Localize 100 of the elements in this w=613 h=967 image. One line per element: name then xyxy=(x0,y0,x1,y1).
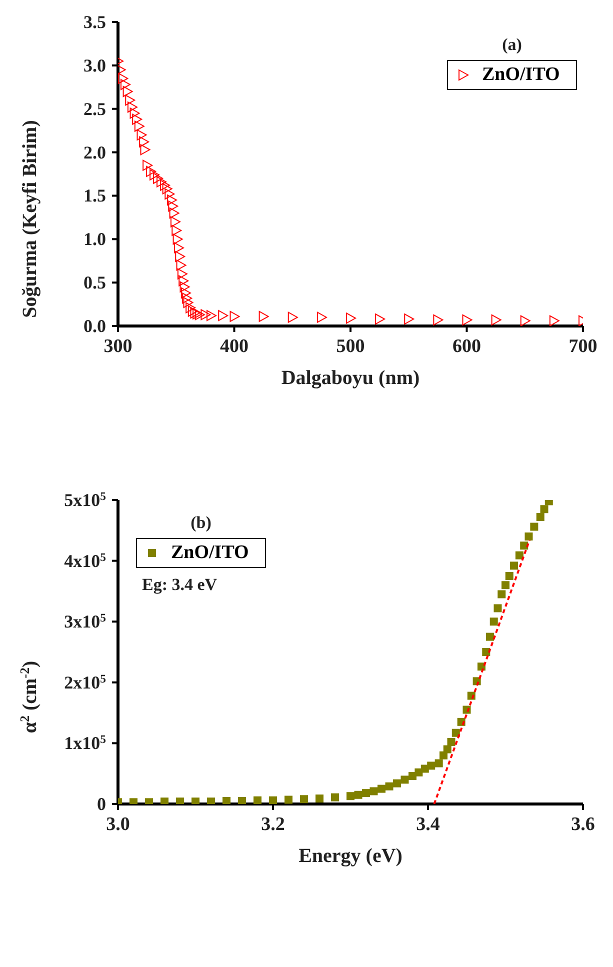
point xyxy=(180,281,190,292)
y-tick-label: 3.0 xyxy=(84,55,106,76)
point xyxy=(414,768,423,776)
y-tick-label: 3.5 xyxy=(84,12,106,32)
point xyxy=(182,292,192,304)
point xyxy=(162,183,172,194)
point xyxy=(125,94,136,106)
point xyxy=(254,796,262,804)
point xyxy=(172,224,182,236)
y-tick-label: 1x10$^{5}$ xyxy=(64,732,106,754)
point xyxy=(447,738,456,746)
point xyxy=(490,618,498,626)
point xyxy=(118,72,128,84)
point xyxy=(178,275,189,286)
point xyxy=(269,796,277,804)
point xyxy=(486,632,494,641)
point xyxy=(238,796,246,804)
point xyxy=(156,176,167,188)
point xyxy=(177,268,188,280)
point xyxy=(160,180,170,191)
point xyxy=(186,302,196,314)
annotation: Eg: 3.4 eV xyxy=(142,575,218,594)
point xyxy=(190,307,200,318)
point xyxy=(230,310,240,322)
point xyxy=(200,309,211,320)
point xyxy=(130,108,140,119)
point xyxy=(188,306,198,317)
point xyxy=(170,216,180,228)
point xyxy=(530,522,538,531)
point xyxy=(160,798,168,804)
y-axis-title: Soğurma (Keyfi Birim) xyxy=(19,120,41,318)
y-tick-label: 2.0 xyxy=(84,142,106,162)
point xyxy=(393,779,401,788)
point xyxy=(218,310,228,322)
legend-label: ZnO/ITO xyxy=(171,542,249,564)
point xyxy=(222,796,230,804)
y-tick-label: 2.5 xyxy=(84,98,106,119)
point xyxy=(331,793,339,802)
point xyxy=(174,242,184,254)
x-tick-label: 600 xyxy=(452,336,481,357)
point xyxy=(176,798,184,804)
y-tick-label: 0.0 xyxy=(84,316,106,336)
point xyxy=(433,314,444,326)
point xyxy=(520,542,528,550)
point xyxy=(258,310,269,322)
point xyxy=(502,581,510,590)
point xyxy=(134,120,144,132)
legend-label: ZnO/ITO xyxy=(482,64,560,86)
point xyxy=(176,260,186,271)
annotation: (b) xyxy=(190,513,212,532)
y-tick-label: 3x10$^{5}$ xyxy=(64,611,106,632)
point xyxy=(164,188,175,200)
point xyxy=(300,795,308,804)
point xyxy=(505,572,514,580)
point xyxy=(150,169,160,180)
point xyxy=(498,590,506,598)
point xyxy=(346,312,356,324)
point xyxy=(524,532,533,540)
point xyxy=(142,160,153,171)
y-tick-label: 0.5 xyxy=(84,272,106,293)
point xyxy=(136,129,147,140)
point xyxy=(139,136,150,148)
point xyxy=(153,172,164,184)
point xyxy=(316,312,327,323)
x-tick-label: 3.4 xyxy=(416,814,440,835)
point xyxy=(346,792,354,800)
point xyxy=(180,287,191,298)
point xyxy=(169,208,180,219)
point xyxy=(400,776,409,784)
point xyxy=(536,513,544,522)
x-tick-label: 500 xyxy=(336,336,365,357)
x-axis-title: Energy (eV) xyxy=(298,845,402,867)
point xyxy=(491,314,502,326)
point xyxy=(510,562,518,570)
point xyxy=(375,314,386,325)
x-tick-label: 3.0 xyxy=(106,814,130,835)
point xyxy=(520,315,530,326)
y-tick-label: 0 xyxy=(97,794,106,814)
point xyxy=(168,200,178,212)
point xyxy=(515,551,524,560)
point xyxy=(549,315,560,326)
point xyxy=(175,251,186,262)
point xyxy=(316,794,324,803)
x-tick-label: 300 xyxy=(104,336,132,357)
point xyxy=(462,314,472,326)
point xyxy=(540,505,548,514)
y-tick-label: 5x10$^{5}$ xyxy=(64,490,106,510)
y-tick-label: 1.5 xyxy=(84,186,106,206)
point xyxy=(192,798,200,804)
point xyxy=(166,194,177,206)
point xyxy=(120,79,130,90)
x-tick-label: 3.6 xyxy=(571,814,595,835)
x-tick-label: 400 xyxy=(220,336,248,357)
point xyxy=(146,166,156,177)
point xyxy=(284,796,292,804)
point xyxy=(183,297,194,308)
point xyxy=(172,234,183,245)
point xyxy=(140,144,150,156)
y-tick-label: 4x10$^{5}$ xyxy=(64,550,106,571)
x-tick-label: 3.2 xyxy=(261,814,285,835)
